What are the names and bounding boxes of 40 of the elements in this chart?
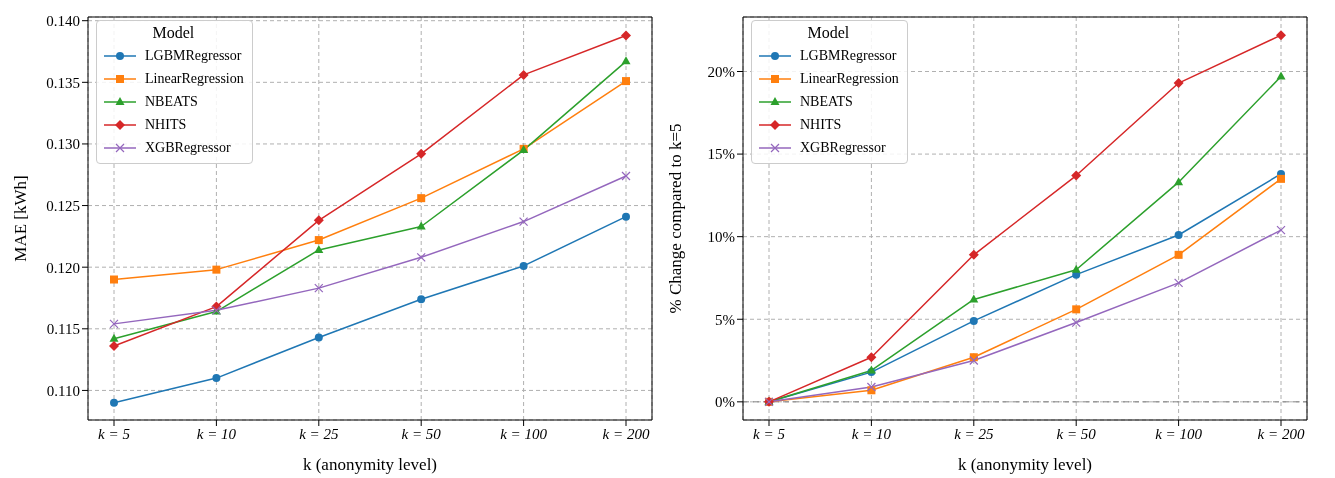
y-axis-title: MAE [kWh] [11,175,31,262]
x-tick-label: k = 100 [500,425,548,442]
legend-label: NHITS [145,116,187,133]
x-axis-title: k (anonymity level) [957,455,1093,474]
x-tick-label: k = 200 [1257,425,1305,442]
x-tick-label: k = 25 [299,425,339,442]
y-tick-label: 0.135 [46,74,80,91]
x-axis-title: k (anonymity level) [302,455,438,474]
legend-title: Model [151,24,196,42]
x-tick-label: k = 5 [753,425,786,442]
legend-label: LGBMRegressor [145,47,242,64]
legend-label: NBEATS [800,93,853,110]
y-axis-title: % Change compared to k=5 [666,123,686,314]
legend-title: Model [806,24,851,42]
legend-label: LGBMRegressor [800,47,897,64]
x-tick-label: k = 5 [98,425,131,442]
x-tick-label: k = 10 [851,425,892,442]
x-tick-label: k = 50 [1056,425,1097,442]
y-tick-label: 20% [707,63,735,80]
x-tick-label: k = 10 [196,425,237,442]
legend-label: NBEATS [145,93,198,110]
legend-label: NHITS [800,116,842,133]
y-tick-label: 5% [715,311,735,328]
y-tick-label: 0.140 [46,13,80,30]
y-tick-label: 0% [715,394,735,411]
x-tick-label: k = 50 [401,425,442,442]
y-tick-label: 0.125 [46,197,80,214]
legend-label: LinearRegression [145,70,244,87]
x-tick-label: k = 25 [954,425,994,442]
legend-label: LinearRegression [800,70,899,87]
y-tick-label: 0.110 [46,382,80,399]
y-tick-label: 10% [707,228,735,245]
y-tick-label: 15% [707,146,735,163]
y-tick-label: 0.130 [46,136,80,153]
y-tick-label: 0.120 [46,259,80,276]
x-tick-label: k = 100 [1155,425,1203,442]
legend-label: XGBRegressor [145,139,231,156]
x-tick-label: k = 200 [602,425,650,442]
legend-label: XGBRegressor [800,139,886,156]
y-tick-label: 0.115 [46,321,80,338]
